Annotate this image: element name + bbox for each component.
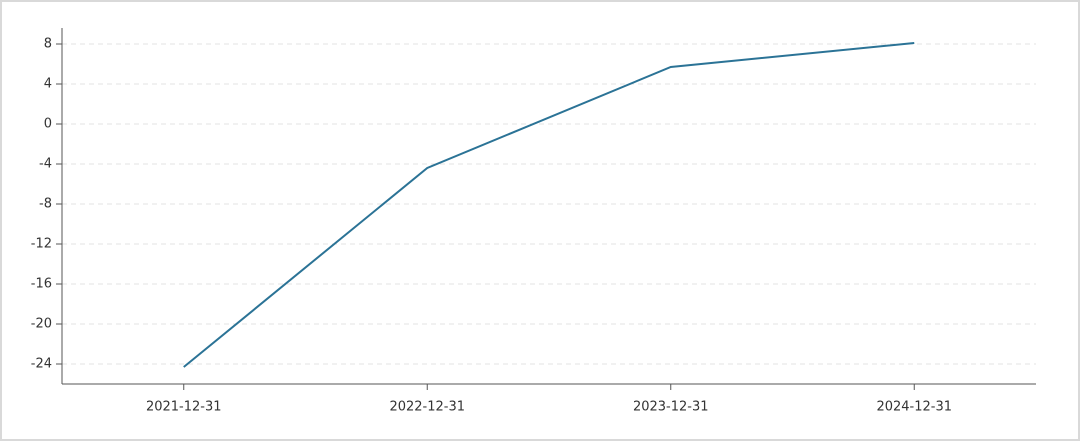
y-tick-label: -8: [39, 197, 52, 212]
y-tick-label: -12: [31, 237, 52, 252]
y-tick-label: -20: [31, 317, 52, 332]
x-tick-label: 2021-12-31: [146, 400, 222, 415]
y-tick-label: -24: [31, 357, 52, 372]
y-tick-label: 4: [44, 77, 52, 92]
y-tick-label: -4: [39, 157, 52, 172]
x-tick-label: 2023-12-31: [633, 400, 709, 415]
y-tick-label: -16: [31, 277, 52, 292]
data-line: [183, 42, 915, 368]
x-tick-label: 2024-12-31: [876, 400, 952, 415]
y-tick-label: 0: [44, 117, 52, 132]
x-tick-label: 2022-12-31: [389, 400, 465, 415]
y-tick-label: 8: [44, 37, 52, 52]
